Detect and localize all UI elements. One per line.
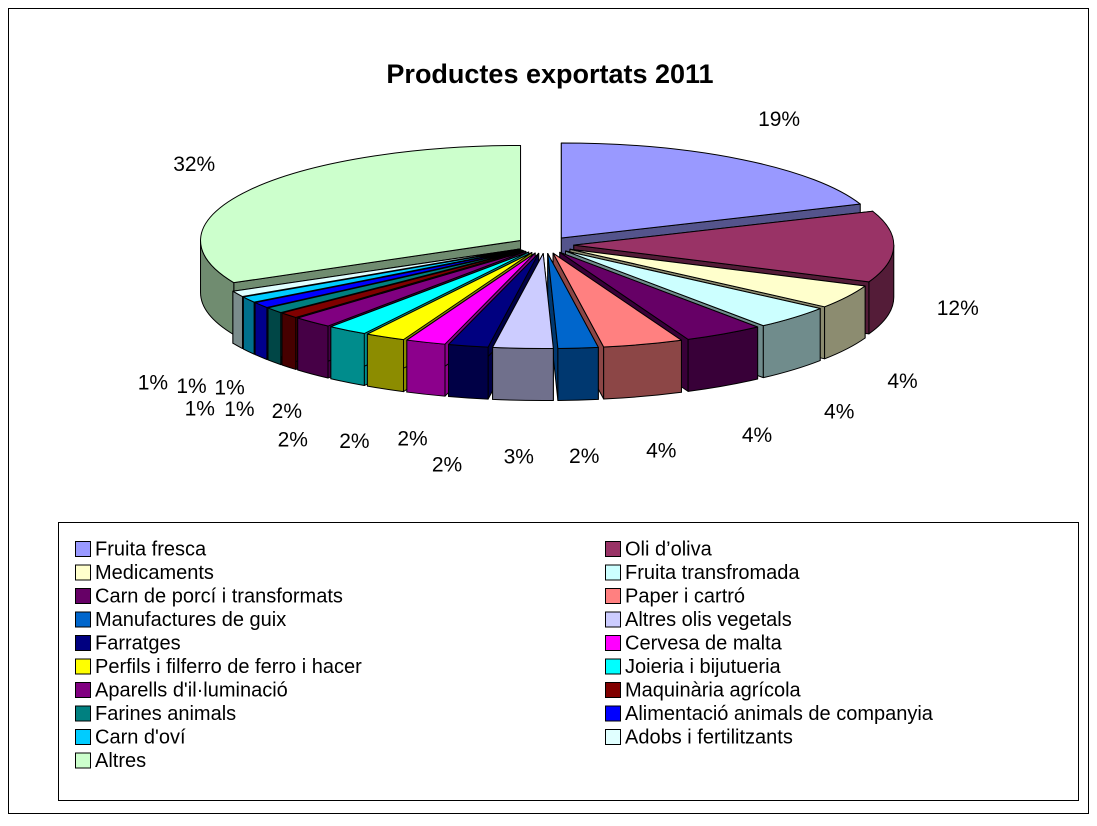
legend-label: Perfils i filferro de ferro i hacer bbox=[95, 656, 362, 678]
data-label: 2% bbox=[339, 430, 369, 453]
data-label: 2% bbox=[397, 428, 427, 451]
slice bbox=[267, 249, 524, 314]
slice bbox=[573, 210, 895, 283]
slice bbox=[281, 250, 525, 318]
data-label: 4% bbox=[742, 424, 772, 447]
data-label: 2% bbox=[432, 453, 462, 476]
data-label: 2% bbox=[272, 400, 302, 423]
legend-label: Oli d’oliva bbox=[625, 538, 713, 560]
legend-label: Cervesa de malta bbox=[625, 632, 783, 654]
slice bbox=[366, 252, 533, 341]
legend-label: Fruita transfromada bbox=[625, 562, 800, 584]
data-label: 4% bbox=[887, 370, 917, 393]
legend-label: Altres olis vegetals bbox=[625, 609, 792, 631]
legend-swatch bbox=[605, 705, 621, 722]
slice-side bbox=[603, 339, 682, 400]
legend-swatch bbox=[75, 635, 91, 651]
data-label: 1% bbox=[138, 371, 168, 394]
data-label: 1% bbox=[224, 398, 254, 421]
legend-swatch bbox=[75, 752, 91, 769]
slice bbox=[560, 142, 861, 239]
data-label: 32% bbox=[173, 153, 215, 176]
legend-box bbox=[58, 522, 1079, 801]
data-label: 19% bbox=[758, 108, 800, 131]
slice-side bbox=[267, 307, 282, 366]
legend-swatch bbox=[605, 658, 621, 675]
legend-swatch bbox=[75, 658, 91, 675]
legend-label: Joieria i bijutueria bbox=[625, 656, 782, 678]
data-label: 1% bbox=[214, 377, 244, 400]
legend-swatch bbox=[605, 682, 621, 698]
slice bbox=[559, 251, 759, 340]
data-label: 2% bbox=[569, 445, 599, 468]
slice bbox=[448, 252, 540, 348]
legend-label: Aparells d'il·luminació bbox=[95, 679, 288, 701]
legend-label: Farratges bbox=[95, 632, 181, 654]
legend-swatch bbox=[75, 705, 91, 722]
data-label: 3% bbox=[504, 445, 534, 468]
legend-swatch bbox=[605, 564, 621, 581]
legend-label: Manufactures de guix bbox=[95, 609, 286, 631]
legend-label: Alimentació animals de companyia bbox=[625, 703, 934, 725]
slice bbox=[565, 250, 821, 327]
slice-side bbox=[448, 343, 489, 400]
slice-side bbox=[330, 326, 365, 387]
legend-swatch bbox=[605, 611, 621, 628]
slice-side bbox=[254, 302, 268, 360]
slice bbox=[242, 249, 522, 303]
legend-label: Maquinària agrícola bbox=[625, 679, 802, 701]
slice bbox=[406, 252, 536, 345]
slice bbox=[569, 248, 866, 308]
legend-label: Carn d'oví bbox=[95, 726, 186, 748]
data-label: 4% bbox=[646, 439, 676, 462]
slice bbox=[492, 253, 554, 350]
legend-label: Farines animals bbox=[95, 703, 236, 725]
legend-swatch bbox=[75, 564, 91, 581]
legend-label: Adobs i fertilitzants bbox=[625, 726, 793, 748]
legend-swatch bbox=[605, 635, 621, 651]
legend-swatch bbox=[605, 729, 621, 745]
legend-swatch bbox=[75, 729, 91, 745]
chart-title: Productes exportats 2011 bbox=[386, 59, 713, 89]
slice-side bbox=[557, 346, 599, 401]
data-label: 1% bbox=[176, 375, 206, 398]
slice-side bbox=[366, 333, 405, 393]
legend-swatch bbox=[75, 611, 91, 628]
slice bbox=[200, 144, 522, 284]
data-label: 2% bbox=[278, 429, 308, 452]
legend-label: Fruita fresca bbox=[95, 538, 207, 560]
data-label: 12% bbox=[937, 297, 979, 320]
legend-swatch bbox=[75, 541, 91, 557]
legend-label: Medicaments bbox=[95, 562, 214, 584]
slice bbox=[552, 252, 682, 348]
legend-swatch bbox=[75, 588, 91, 604]
slice-side bbox=[281, 312, 297, 370]
legend-swatch bbox=[605, 541, 621, 557]
data-label: 4% bbox=[824, 401, 854, 424]
slice-side bbox=[297, 317, 329, 379]
slice-side bbox=[406, 339, 446, 397]
data-label: 1% bbox=[185, 397, 215, 420]
slice-side bbox=[232, 290, 243, 350]
legend-label: Paper i cartró bbox=[625, 585, 745, 607]
slice-side bbox=[492, 346, 554, 402]
slice bbox=[232, 248, 521, 298]
slice bbox=[297, 250, 527, 327]
legend-label: Carn de porcí i transformats bbox=[95, 585, 343, 607]
slice-side bbox=[242, 296, 255, 355]
legend-swatch bbox=[605, 588, 621, 604]
slice bbox=[547, 253, 599, 349]
legend-swatch bbox=[75, 682, 91, 698]
slice bbox=[254, 249, 523, 308]
slice bbox=[330, 251, 530, 335]
legend-label: Altres bbox=[95, 750, 146, 772]
